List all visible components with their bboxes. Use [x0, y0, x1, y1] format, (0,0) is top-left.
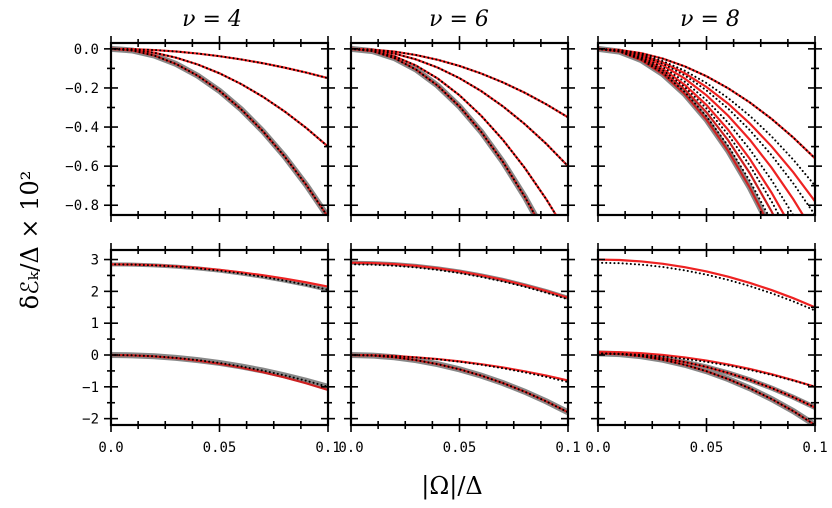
- ticks: [591, 36, 822, 222]
- series-line-effective: [351, 47, 568, 168]
- series-line-exact: [351, 353, 568, 414]
- series-line-effective: [111, 47, 328, 148]
- y-tick-label: −1: [82, 380, 99, 396]
- series-line-effective: [351, 47, 558, 215]
- ticks: [104, 36, 335, 222]
- y-tick-label: 3: [91, 253, 99, 269]
- series-group: [111, 45, 328, 215]
- series-line-effective: [111, 263, 328, 291]
- panel-r1-c2: 0.0 0.05 0.1: [585, 243, 828, 456]
- x-tick-label: 0.0: [338, 440, 363, 456]
- series-line-effective: [598, 47, 815, 215]
- y-tick-label: −0.8: [65, 198, 99, 214]
- y-axis-title: δℰₖ/Δ × 10²: [16, 171, 44, 310]
- series-line-exact: [598, 47, 815, 202]
- y-tick-label: −0.4: [65, 120, 99, 136]
- column-title-nu-8: ν = 8: [680, 7, 740, 32]
- series-line-perturbative: [351, 260, 568, 300]
- ticks: [344, 36, 575, 222]
- y-tick-label: 0: [91, 348, 99, 364]
- series-line-exact: [351, 261, 568, 299]
- series-line-effective: [598, 261, 815, 312]
- y-tick-label: −0.6: [65, 159, 99, 175]
- series-group: [111, 262, 328, 392]
- y-tick-label: 1: [91, 316, 99, 332]
- series-line-exact: [111, 47, 328, 148]
- y-tick-label: 2: [91, 284, 99, 300]
- x-tick-label: 0.1: [802, 440, 827, 456]
- y-tick-label: 0.0: [74, 42, 99, 58]
- series-group: [598, 258, 815, 425]
- ticks: [344, 243, 575, 432]
- y-tick-label: −0.2: [65, 81, 99, 97]
- panel-r0-c1: [344, 36, 575, 222]
- x-tick-label: 0.1: [315, 440, 340, 456]
- series-line-exact: [598, 258, 815, 309]
- panel-r1-c0: 3 2 1 0 −1 −2 0.0 0.05 0.1: [82, 243, 341, 456]
- column-title-nu-4: ν = 4: [182, 7, 242, 32]
- series-line-effective: [598, 352, 815, 425]
- panel-r0-c2: [591, 36, 822, 222]
- series-line-effective: [111, 47, 328, 215]
- series-line-effective: [351, 47, 536, 215]
- series-line-effective: [351, 47, 568, 119]
- series-line-perturbative: [598, 350, 815, 425]
- series-group: [598, 45, 815, 215]
- x-tick-label: 0.0: [585, 440, 610, 456]
- panel-r0-c0: 0.0 −0.2 −0.4 −0.6 −0.8: [65, 36, 335, 222]
- x-tick-label: 0.05: [690, 440, 724, 456]
- series-group: [351, 260, 568, 415]
- series-line-effective: [351, 263, 568, 301]
- series-line-exact: [598, 352, 815, 425]
- panel-frame: [109, 248, 330, 427]
- series-line-perturbative: [351, 352, 568, 415]
- panel-frame: [109, 41, 330, 217]
- series-line-effective: [351, 354, 568, 384]
- column-title-nu-6: ν = 6: [429, 7, 489, 32]
- panel-frame: [349, 41, 570, 217]
- series-line-effective: [351, 354, 568, 414]
- series-line-perturbative: [111, 262, 328, 292]
- ticks: [591, 243, 822, 432]
- series-line-effective: [598, 47, 795, 215]
- series-line-effective: [111, 47, 328, 80]
- x-tick-label: 0.0: [98, 440, 123, 456]
- series-line-exact: [598, 350, 815, 388]
- series-group: [351, 45, 568, 215]
- y-tick-label: −2: [82, 412, 99, 428]
- ticks: [104, 243, 335, 432]
- series-line-effective: [598, 47, 770, 215]
- x-tick-label: 0.05: [203, 440, 237, 456]
- series-line-exact: [351, 47, 558, 215]
- x-tick-label: 0.1: [555, 440, 580, 456]
- panel-r1-c1: 0.0 0.05 0.1: [338, 243, 581, 456]
- series-line-effective: [111, 354, 328, 388]
- panel-frame: [596, 248, 817, 427]
- x-axis-title: |Ω|/Δ: [421, 472, 483, 501]
- series-line-perturbative: [111, 352, 328, 390]
- x-tick-label: 0.05: [443, 440, 477, 456]
